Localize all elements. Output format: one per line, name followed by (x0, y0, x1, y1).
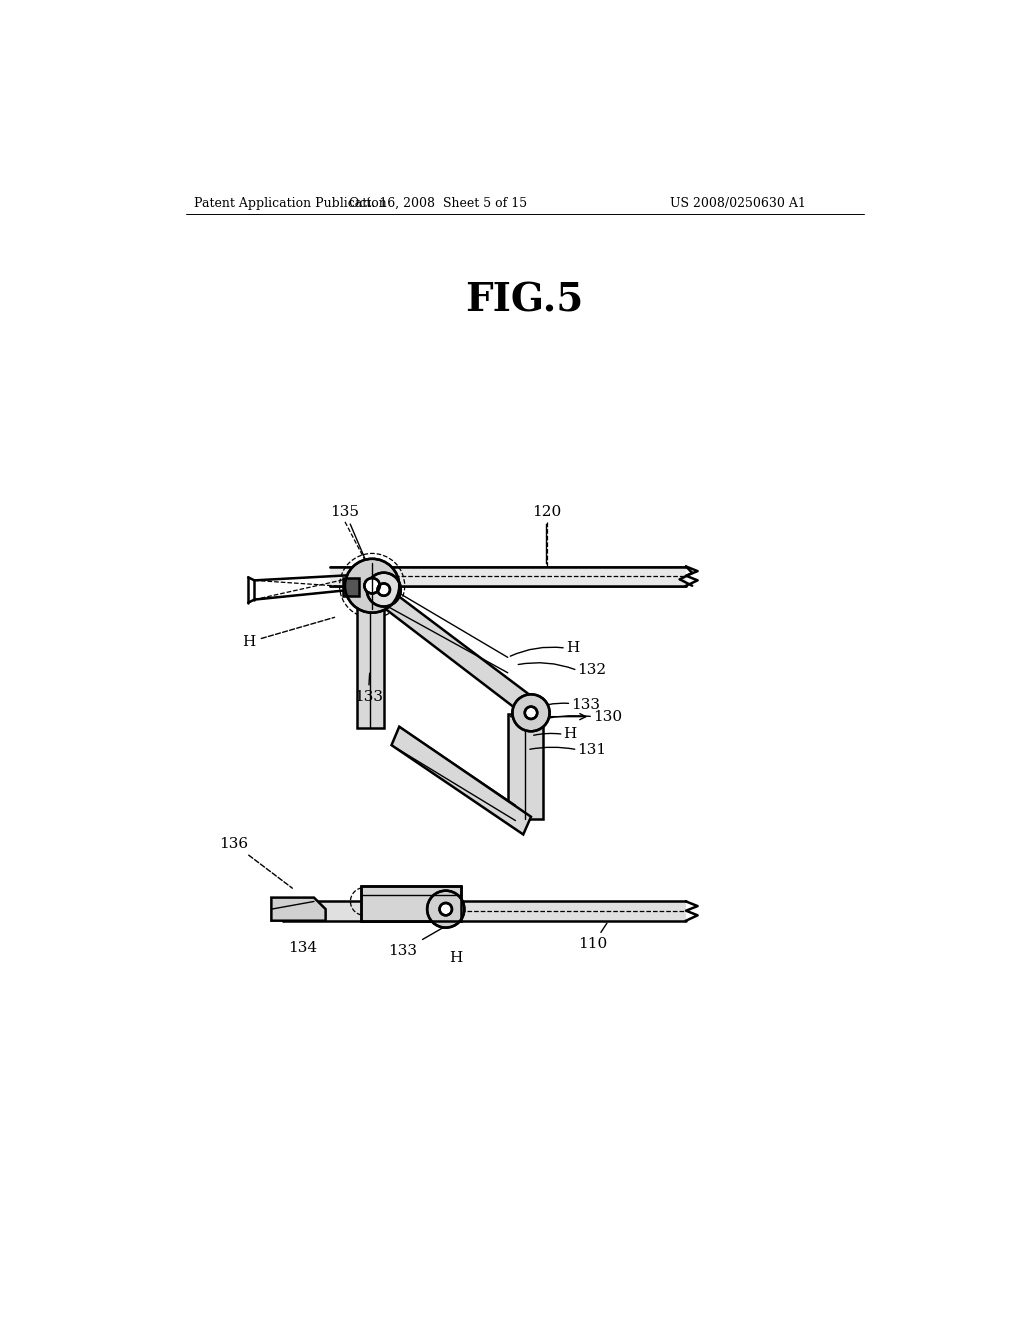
Polygon shape (391, 726, 531, 834)
Text: 133: 133 (353, 673, 383, 705)
Text: 133: 133 (389, 928, 443, 958)
Ellipse shape (439, 903, 452, 915)
Polygon shape (283, 902, 686, 921)
Polygon shape (330, 566, 686, 586)
Ellipse shape (378, 583, 390, 595)
Ellipse shape (524, 706, 538, 719)
Polygon shape (360, 886, 461, 921)
Polygon shape (369, 581, 531, 714)
Text: H: H (243, 618, 335, 649)
Text: 120: 120 (531, 504, 561, 564)
Ellipse shape (367, 573, 400, 607)
Ellipse shape (345, 558, 399, 612)
Polygon shape (356, 590, 384, 729)
Text: 134: 134 (288, 941, 317, 954)
Text: 110: 110 (579, 923, 607, 952)
Polygon shape (343, 578, 359, 595)
Text: 131: 131 (578, 743, 606, 756)
Polygon shape (271, 898, 326, 921)
Text: H: H (566, 642, 580, 655)
Text: H: H (450, 950, 463, 965)
Text: FIG.5: FIG.5 (466, 282, 584, 319)
Text: 132: 132 (578, 664, 606, 677)
Text: 135: 135 (331, 504, 368, 564)
Text: 133: 133 (571, 698, 600, 711)
Text: US 2008/0250630 A1: US 2008/0250630 A1 (671, 197, 806, 210)
Polygon shape (508, 714, 543, 818)
Text: H: H (563, 727, 577, 742)
Text: 130: 130 (511, 710, 623, 723)
Text: Oct. 16, 2008  Sheet 5 of 15: Oct. 16, 2008 Sheet 5 of 15 (349, 197, 527, 210)
Ellipse shape (365, 578, 380, 594)
Text: 136: 136 (219, 837, 293, 888)
Ellipse shape (427, 891, 464, 928)
Ellipse shape (512, 694, 550, 731)
Text: Patent Application Publication: Patent Application Publication (194, 197, 387, 210)
